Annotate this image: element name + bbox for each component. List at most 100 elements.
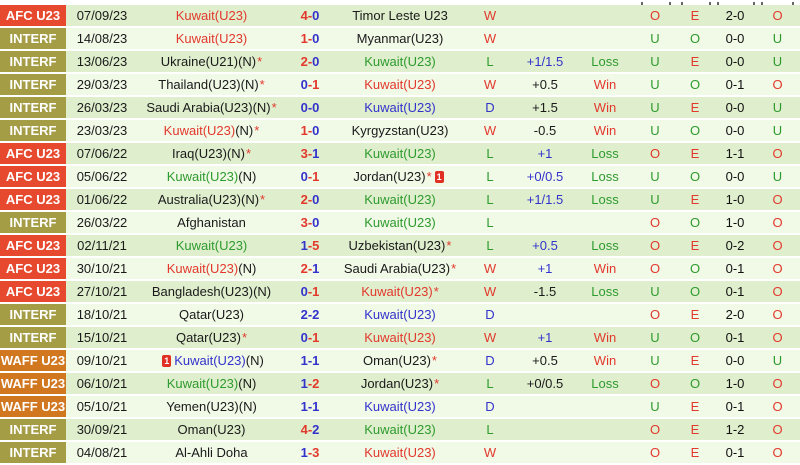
- handicap-line: [515, 5, 575, 26]
- second-score: 0-1: [725, 330, 745, 345]
- away-team-name[interactable]: Kuwait(U23): [364, 330, 436, 345]
- table-row: INTERF 29/03/23 Thailand(U23) (N) * 0-1 Kuwait…: [0, 74, 800, 97]
- competition-badge: AFC U23: [0, 258, 66, 279]
- over-under-1: U: [650, 353, 660, 368]
- home-team-cell: 1 Kuwait(U23) (N): [138, 350, 285, 371]
- home-team-name[interactable]: Australia(U23): [157, 192, 241, 207]
- star-marker: *: [451, 261, 457, 276]
- away-team-name[interactable]: Uzbekistan(U23): [348, 238, 446, 253]
- neutral-venue-marker: (N): [245, 353, 264, 368]
- home-team-name[interactable]: Kuwait(U23): [163, 123, 236, 138]
- home-team-name[interactable]: Ukraine(U21): [160, 54, 239, 69]
- over-under-1: O: [649, 146, 661, 161]
- home-team-name[interactable]: Thailand(U23): [158, 77, 241, 92]
- neutral-venue-marker: (N): [238, 169, 257, 184]
- table-row: WAFF U23 05/10/21 Yemen(U23) (N) 1-1 Kuwait(U…: [0, 396, 800, 419]
- star-marker: *: [257, 54, 263, 69]
- away-team-name[interactable]: Kuwait(U23): [364, 146, 436, 161]
- away-team-name[interactable]: Kuwait(U23): [364, 100, 436, 115]
- home-goals: 0: [300, 77, 308, 92]
- home-team-cell: Afghanistan: [138, 212, 285, 233]
- match-score: 3-1: [300, 146, 320, 161]
- home-team-name[interactable]: Al-Ahli Doha: [175, 445, 248, 460]
- away-team-cell: Jordan(U23) * 1: [335, 166, 465, 187]
- away-team-name[interactable]: Myanmar(U23): [356, 31, 444, 46]
- result-letter: D: [485, 353, 495, 368]
- handicap-result: Loss: [591, 192, 619, 207]
- home-team-name[interactable]: Saudi Arabia(U23): [146, 100, 253, 115]
- away-team-name[interactable]: Kuwait(U23): [364, 77, 436, 92]
- result-letter: W: [483, 123, 497, 138]
- over-under-2: O: [772, 215, 783, 230]
- away-goals: 5: [312, 238, 320, 253]
- home-team-name[interactable]: Qatar(U23): [175, 330, 241, 345]
- second-score: 1-0: [725, 192, 745, 207]
- home-team-cell: Bangladesh(U23) (N): [138, 281, 285, 302]
- home-team-name[interactable]: Yemen(U23): [166, 399, 239, 414]
- handicap-line: [515, 304, 575, 325]
- away-goals: 1: [312, 330, 320, 345]
- away-team-name[interactable]: Kuwait(U23): [364, 422, 436, 437]
- over-under-1: U: [650, 77, 660, 92]
- home-team-name[interactable]: Kuwait(U23): [175, 8, 248, 23]
- home-team-name[interactable]: Afghanistan: [177, 215, 246, 230]
- home-team-name[interactable]: Qatar(U23): [178, 307, 245, 322]
- competition-badge: AFC U23: [0, 235, 66, 256]
- match-score: 3-0: [300, 215, 320, 230]
- over-under-2: U: [772, 31, 783, 46]
- away-team-name[interactable]: Oman(U23): [363, 353, 431, 368]
- away-team-name[interactable]: Jordan(U23): [353, 169, 426, 184]
- home-team-name[interactable]: Oman(U23): [177, 422, 246, 437]
- away-team-name[interactable]: Timor Leste U23: [352, 8, 448, 23]
- over-under-1: O: [649, 8, 661, 23]
- home-goals: 1: [300, 238, 308, 253]
- table-row: AFC U23 05/06/22 Kuwait(U23) (N) 0-1 Jordan(U…: [0, 166, 800, 189]
- match-score: 2-2: [300, 307, 320, 322]
- table-row: WAFF U23 09/10/21 1 Kuwait(U23) (N) 1-1 Oman(U…: [0, 350, 800, 373]
- home-team-cell: Saudi Arabia(U23) (N) *: [138, 97, 285, 118]
- away-team-name[interactable]: Saudi Arabia(U23): [343, 261, 451, 276]
- home-team-name[interactable]: Iraq(U23): [171, 146, 227, 161]
- home-team-name[interactable]: Kuwait(U23): [166, 376, 239, 391]
- competition-badge: AFC U23: [0, 189, 66, 210]
- neutral-venue-marker: (N): [240, 192, 260, 207]
- home-team-name[interactable]: Kuwait(U23): [175, 31, 248, 46]
- away-team-name[interactable]: Kyrgyzstan(U23): [351, 123, 449, 138]
- away-goals: 0: [312, 192, 320, 207]
- over-under-2: O: [772, 238, 783, 253]
- star-marker: *: [433, 284, 439, 299]
- away-team-name[interactable]: Kuwait(U23): [364, 307, 436, 322]
- over-under-2: U: [772, 100, 783, 115]
- odd-even: E: [690, 146, 700, 161]
- home-team-name[interactable]: Kuwait(U23): [175, 238, 248, 253]
- competition-badge: AFC U23: [0, 166, 66, 187]
- competition-badge: INTERF: [0, 97, 66, 118]
- home-team-name[interactable]: Kuwait(U23): [166, 261, 239, 276]
- result-letter: W: [483, 31, 497, 46]
- away-team-cell: Kuwait(U23): [335, 442, 465, 463]
- away-team-name[interactable]: Kuwait(U23): [364, 192, 436, 207]
- away-team-name[interactable]: Kuwait(U23): [364, 445, 436, 460]
- away-team-name[interactable]: Kuwait(U23): [361, 284, 433, 299]
- away-team-name[interactable]: Kuwait(U23): [364, 215, 436, 230]
- home-team-name[interactable]: Kuwait(U23): [174, 353, 246, 368]
- match-score: 1-3: [300, 445, 320, 460]
- home-team-name[interactable]: Bangladesh(U23): [151, 284, 254, 299]
- match-date: 30/09/21: [76, 422, 128, 437]
- result-letter: L: [486, 376, 494, 391]
- over-under-2: O: [772, 307, 783, 322]
- home-team-name[interactable]: Kuwait(U23): [166, 169, 239, 184]
- match-score: 2-0: [300, 54, 320, 69]
- away-team-name[interactable]: Jordan(U23): [360, 376, 434, 391]
- away-goals: 2: [312, 307, 320, 322]
- away-team-name[interactable]: Kuwait(U23): [364, 54, 436, 69]
- neutral-venue-marker: (N): [238, 261, 257, 276]
- away-team-name[interactable]: Kuwait(U23): [364, 399, 436, 414]
- result-letter: L: [486, 422, 494, 437]
- over-under-2: O: [772, 8, 783, 23]
- table-row: INTERF 14/08/23 Kuwait(U23) 1-0 Myanmar(U23)…: [0, 28, 800, 51]
- result-letter: W: [483, 330, 497, 345]
- home-team-cell: Qatar(U23) *: [138, 327, 285, 348]
- table-row: INTERF 26/03/23 Saudi Arabia(U23) (N) * 0-0 Ku…: [0, 97, 800, 120]
- handicap-line: [515, 212, 575, 233]
